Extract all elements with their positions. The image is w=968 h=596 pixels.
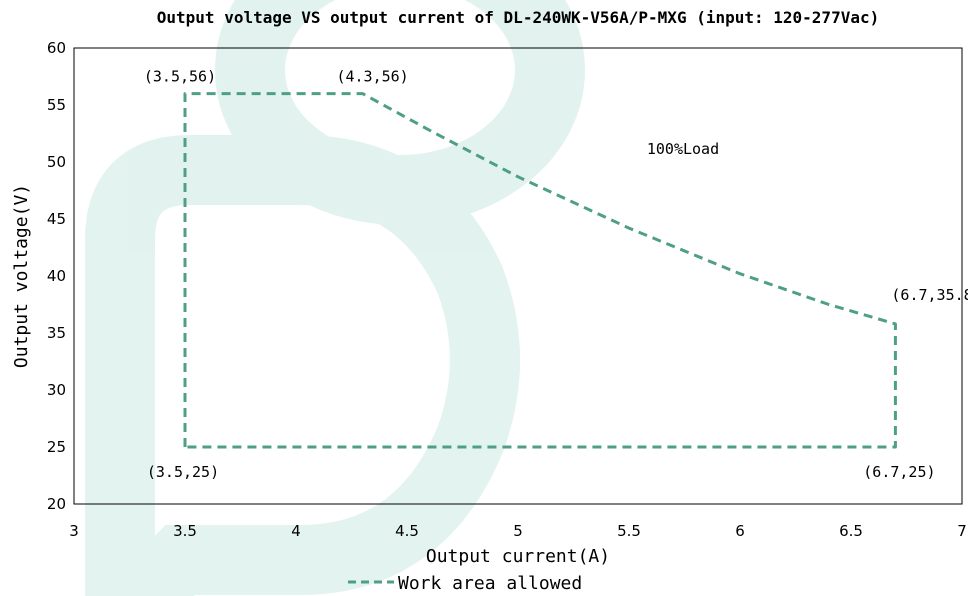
x-tick-label: 5: [513, 522, 523, 540]
y-tick-label: 50: [47, 153, 66, 171]
y-tick-label: 55: [47, 96, 66, 114]
y-tick-label: 40: [47, 267, 66, 285]
legend: Work area allowed: [348, 573, 582, 594]
y-axis-label: Output voltage(V): [11, 184, 32, 368]
annotation-label: (3.5,56): [144, 68, 216, 86]
y-tick-label: 60: [47, 39, 66, 57]
annotation-label: (4.3,56): [336, 68, 408, 86]
watermark-logo: [85, 0, 585, 596]
legend-label: Work area allowed: [398, 573, 582, 594]
series-layer: [183, 92, 897, 449]
annotation-label: (6.7,35.8): [891, 286, 968, 304]
x-tick-label: 7: [957, 522, 967, 540]
y-tick-label: 45: [47, 210, 66, 228]
y-tick-label: 25: [47, 438, 66, 456]
x-tick-label: 4.5: [395, 522, 419, 540]
x-tick-label: 4: [291, 522, 301, 540]
y-tick-label: 35: [47, 324, 66, 342]
x-axis-ticks: 3 3.5 4 4.5 5 5.5 6 6.5 7: [69, 522, 967, 540]
x-tick-label: 5.5: [617, 522, 641, 540]
plot-area: [73, 47, 963, 505]
chart-title: Output voltage VS output current of DL-2…: [157, 8, 879, 27]
annotation-label: 100%Load: [647, 140, 719, 158]
series-line-work-area: [183, 92, 897, 449]
x-tick-label: 3.5: [173, 522, 197, 540]
annotation-label: (3.5,25): [147, 463, 219, 481]
annotation-label: (6.7,25): [863, 463, 935, 481]
y-axis-ticks: 20 25 30 35 40 45 50 55 60: [47, 39, 66, 513]
x-tick-label: 6.5: [839, 522, 863, 540]
x-tick-label: 3: [69, 522, 79, 540]
y-tick-label: 20: [47, 495, 66, 513]
x-axis-label: Output current(A): [426, 546, 610, 567]
annotation-layer: (3.5,56) (4.3,56) 100%Load (6.7,35.8) (3.5,2…: [144, 68, 968, 481]
x-tick-label: 6: [735, 522, 745, 540]
y-tick-label: 30: [47, 381, 66, 399]
